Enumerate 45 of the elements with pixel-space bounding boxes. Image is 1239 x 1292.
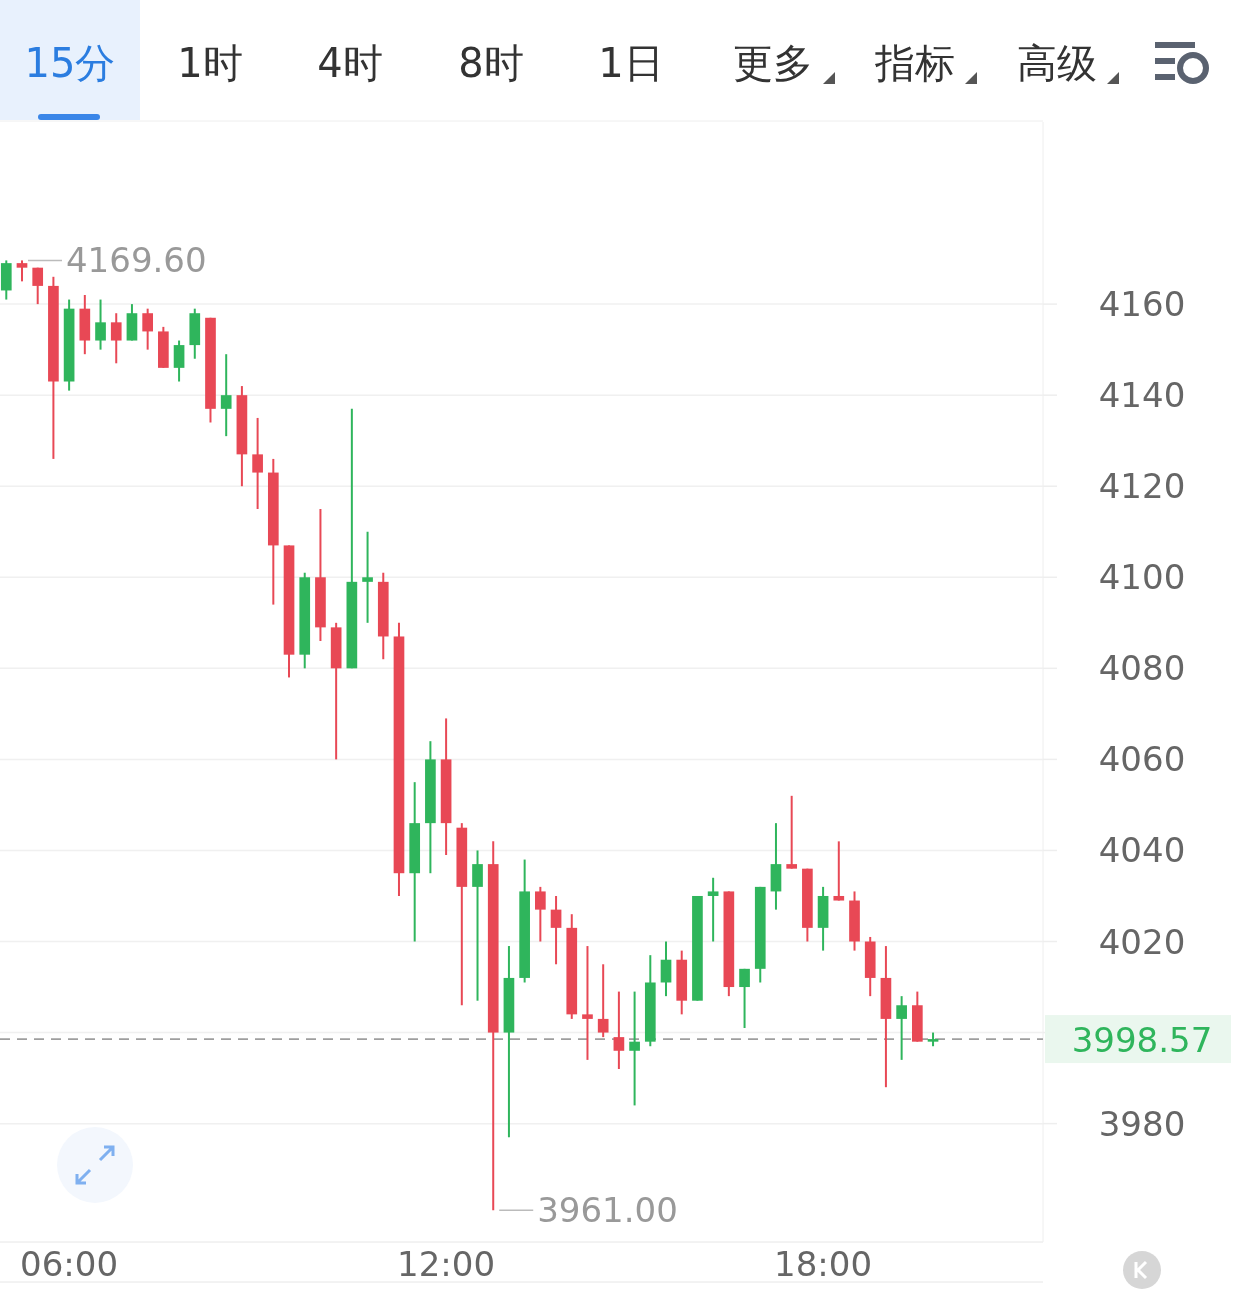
candlestick xyxy=(252,416,263,510)
candlestick xyxy=(535,885,546,943)
y-tick-label: 4100 xyxy=(1098,557,1186,598)
candlestick xyxy=(173,339,185,383)
text: 指标 xyxy=(874,40,955,86)
candlestick xyxy=(597,963,609,1039)
candlestick xyxy=(707,876,719,943)
text: 1时 xyxy=(177,40,243,86)
x-tick-label: 06:00 xyxy=(20,1244,119,1284)
annotation: 3961.00 xyxy=(537,1190,678,1231)
text: 高级 xyxy=(1017,40,1097,86)
candlestick xyxy=(142,307,153,351)
text: 1日 xyxy=(598,40,664,86)
candlestick xyxy=(613,990,625,1070)
y-tick-label: 4060 xyxy=(1098,739,1186,780)
y-tick-label: 4020 xyxy=(1098,921,1186,962)
candlestick xyxy=(220,353,232,438)
candlestick xyxy=(550,894,562,966)
candlestick xyxy=(833,840,845,902)
candlestick xyxy=(786,794,798,870)
ref-line-label: 3998.57 xyxy=(1071,1020,1213,1061)
x-tick-label: 12:00 xyxy=(397,1244,496,1284)
x-tick-label: 18:00 xyxy=(774,1244,873,1284)
annotation: 4169.60 xyxy=(65,240,207,281)
text: 更多 xyxy=(733,40,813,86)
candlestick xyxy=(582,945,593,1061)
candlestick xyxy=(32,266,44,306)
text: 15分 xyxy=(24,40,116,86)
candlestick xyxy=(16,259,28,283)
y-tick-label: 4040 xyxy=(1098,830,1186,871)
candlestick xyxy=(739,967,750,1030)
candlestick xyxy=(95,298,106,351)
candlestick xyxy=(629,990,640,1107)
text: 4时 xyxy=(317,40,383,86)
candlestick xyxy=(896,995,907,1061)
candlestick xyxy=(362,530,373,624)
y-tick-label: 3980 xyxy=(1098,1103,1186,1144)
y-tick-label: 4140 xyxy=(1098,375,1186,416)
candlestick xyxy=(472,849,483,1002)
candlestick xyxy=(110,312,122,365)
y-tick-label: 4160 xyxy=(1098,284,1186,325)
candlestick xyxy=(660,940,672,998)
y-tick-label: 4080 xyxy=(1098,648,1186,689)
y-tick-label: 4120 xyxy=(1098,466,1186,507)
text: 8时 xyxy=(458,40,524,86)
